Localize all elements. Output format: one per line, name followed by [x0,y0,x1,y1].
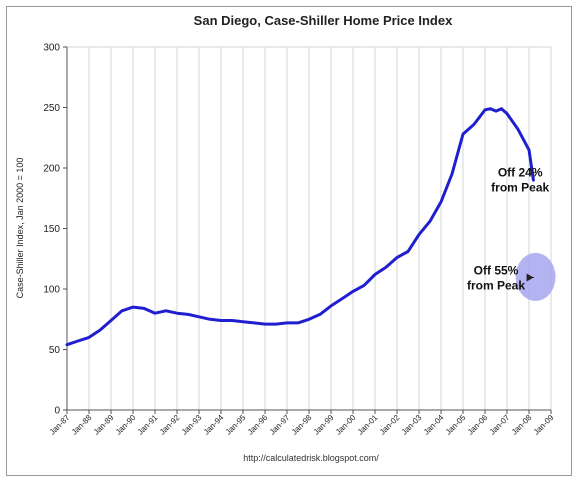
x-tick-label: Jan-91 [136,413,160,437]
x-tick-label: Jan-89 [92,413,116,437]
y-tick-label: 200 [43,164,60,175]
marker-layer [515,252,556,301]
annotation-arrow-head [526,273,534,282]
annotation-label: Off 55% [474,263,519,277]
chart-frame [6,6,572,476]
x-tick-label: Jan-09 [532,413,556,437]
grid-layer [67,46,552,410]
x-tick-label: Jan-03 [400,413,424,437]
x-tick-label: Jan-00 [334,413,358,437]
series-line [65,107,535,347]
x-tick-label: Jan-88 [70,413,94,437]
peak-drop-circle-marker [515,252,556,301]
x-tick-label: Jan-05 [444,413,468,437]
x-tick-label: Jan-99 [312,413,336,437]
x-tick-label: Jan-94 [202,413,226,437]
x-tick-label: Jan-04 [422,413,446,437]
x-tick-label: Jan-96 [246,413,270,437]
y-tick-label: 300 [43,43,60,54]
x-tick-label: Jan-90 [114,413,138,437]
y-tick-label: 0 [54,406,60,417]
x-tick-label: Jan-95 [224,413,248,437]
x-tick-label: Jan-93 [180,413,204,437]
source-credit: http://calculatedrisk.blogspot.com/ [243,453,379,463]
x-tick-label: Jan-08 [510,413,534,437]
chart-title: San Diego, Case-Shiller Home Price Index [194,13,453,28]
y-tick-label: 150 [43,224,60,235]
y-tick-label: 50 [49,345,61,356]
series-layer [65,107,535,347]
annotation-label: from Peak [467,278,525,292]
x-tick-label: Jan-07 [488,413,512,437]
axis-layer: 050100150200250300Jan-87Jan-88Jan-89Jan-… [43,43,555,437]
x-tick-label: Jan-02 [378,413,402,437]
x-tick-label: Jan-97 [268,413,292,437]
y-axis-label: Case-Shiller Index, Jan 2000 = 100 [15,158,25,299]
x-tick-label: Jan-98 [290,413,314,437]
annotation-label: Off 24% [498,165,543,179]
y-tick-label: 250 [43,103,60,114]
annotation-label: from Peak [491,180,549,194]
x-tick-label: Jan-92 [158,413,182,437]
y-tick-label: 100 [43,285,60,296]
x-tick-label: Jan-01 [356,413,380,437]
x-tick-label: Jan-06 [466,413,490,437]
